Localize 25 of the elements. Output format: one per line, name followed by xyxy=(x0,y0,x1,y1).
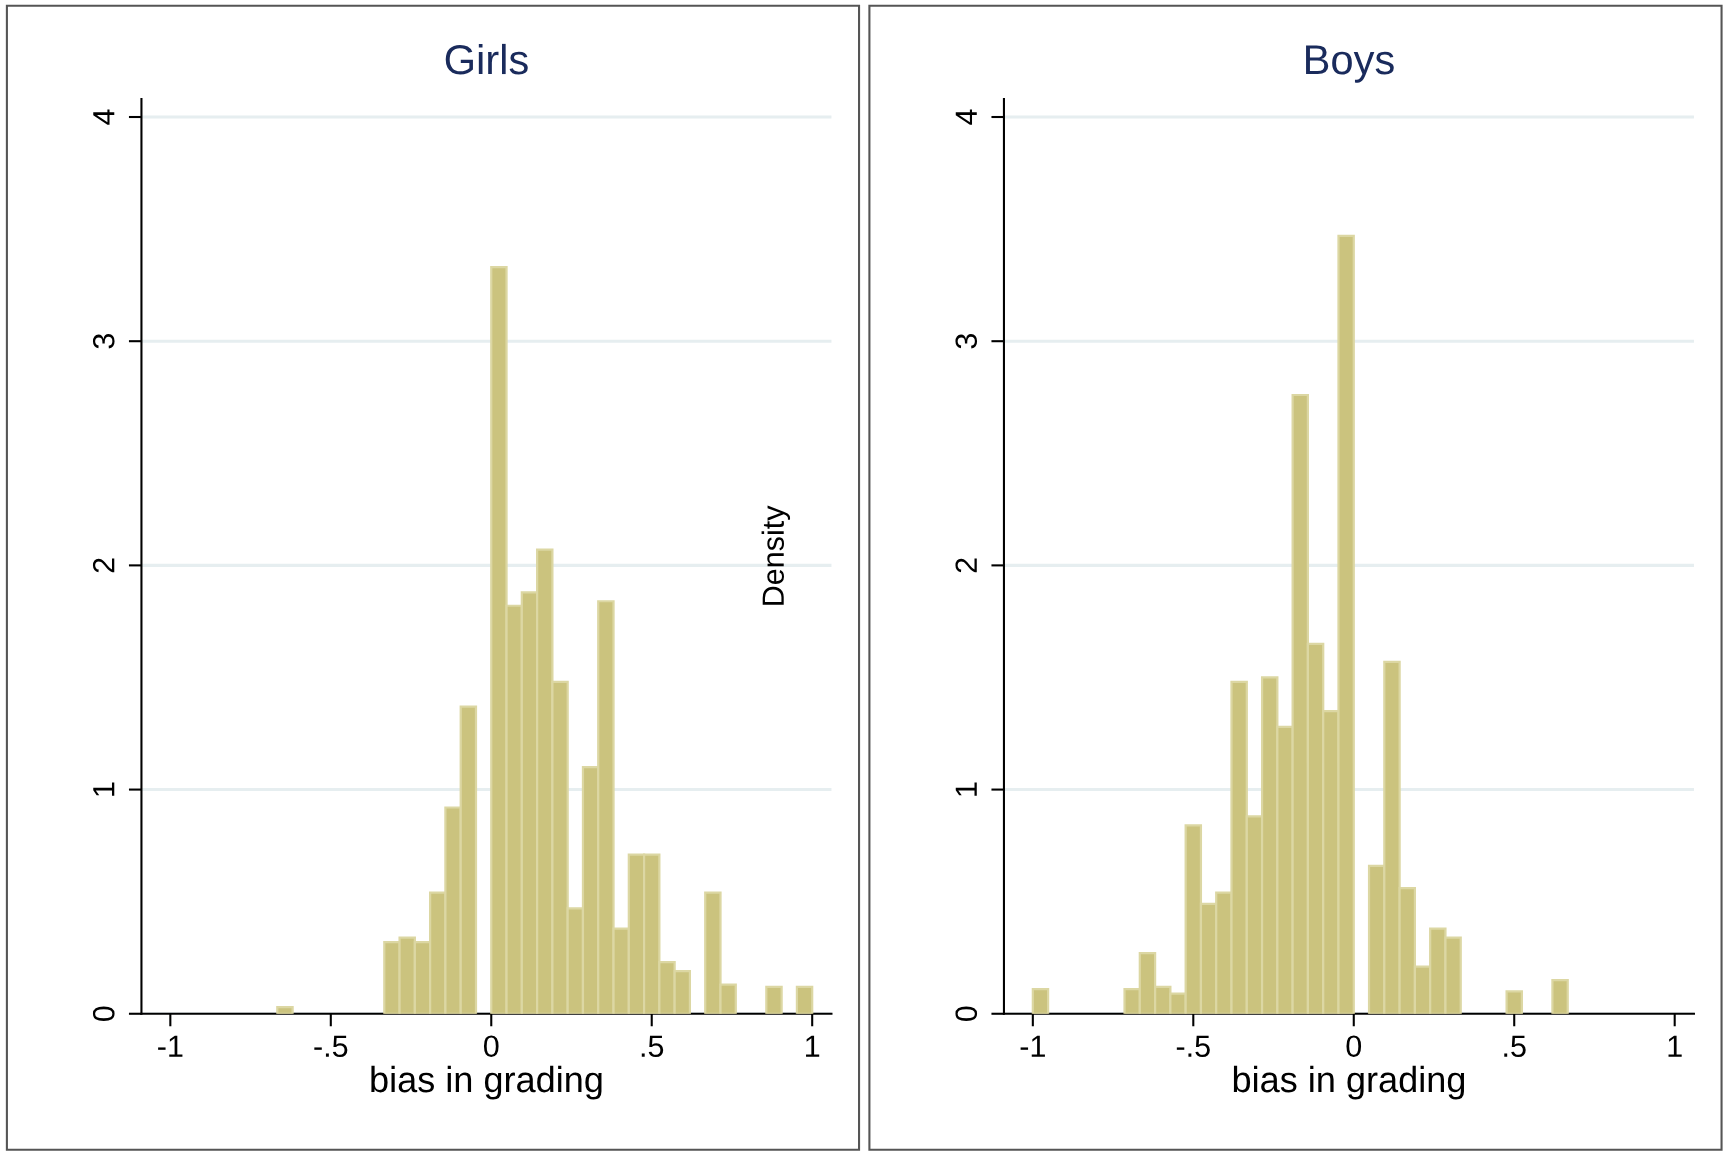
x-tick-label: -.5 xyxy=(314,1035,348,1058)
x-axis-title: bias in grading xyxy=(371,1065,602,1100)
y-tick-label: 1 xyxy=(955,782,977,796)
y-tick-label: 2 xyxy=(955,558,977,573)
y-tick-label: 4 xyxy=(955,109,977,125)
chart-title: Girls xyxy=(445,43,528,75)
y-tick-label: 2 xyxy=(92,558,115,573)
x-tick-label: 0 xyxy=(483,1035,499,1058)
x-tick-label: -.5 xyxy=(1176,1035,1210,1058)
x-tick-label: -1 xyxy=(158,1035,183,1057)
x-tick-label: 1 xyxy=(806,1035,820,1057)
x-axis-title: bias in grading xyxy=(1233,1065,1465,1100)
y-tick-label: 0 xyxy=(92,1006,115,1022)
x-tick-label: 1 xyxy=(1668,1035,1682,1057)
y-tick-label: 4 xyxy=(93,109,115,125)
x-tick-label: 0 xyxy=(1346,1035,1362,1058)
chart-title: Boys xyxy=(1306,45,1394,83)
y-tick-label: 3 xyxy=(955,334,978,349)
y-tick-label: 0 xyxy=(955,1006,978,1022)
y-tick-label: 1 xyxy=(93,782,115,796)
x-tick-label: .5 xyxy=(1504,1035,1526,1058)
x-tick-label: -1 xyxy=(1020,1035,1045,1057)
y-axis-title: Density xyxy=(761,505,791,605)
x-tick-label: .5 xyxy=(641,1035,664,1058)
y-tick-label: 3 xyxy=(92,334,115,349)
